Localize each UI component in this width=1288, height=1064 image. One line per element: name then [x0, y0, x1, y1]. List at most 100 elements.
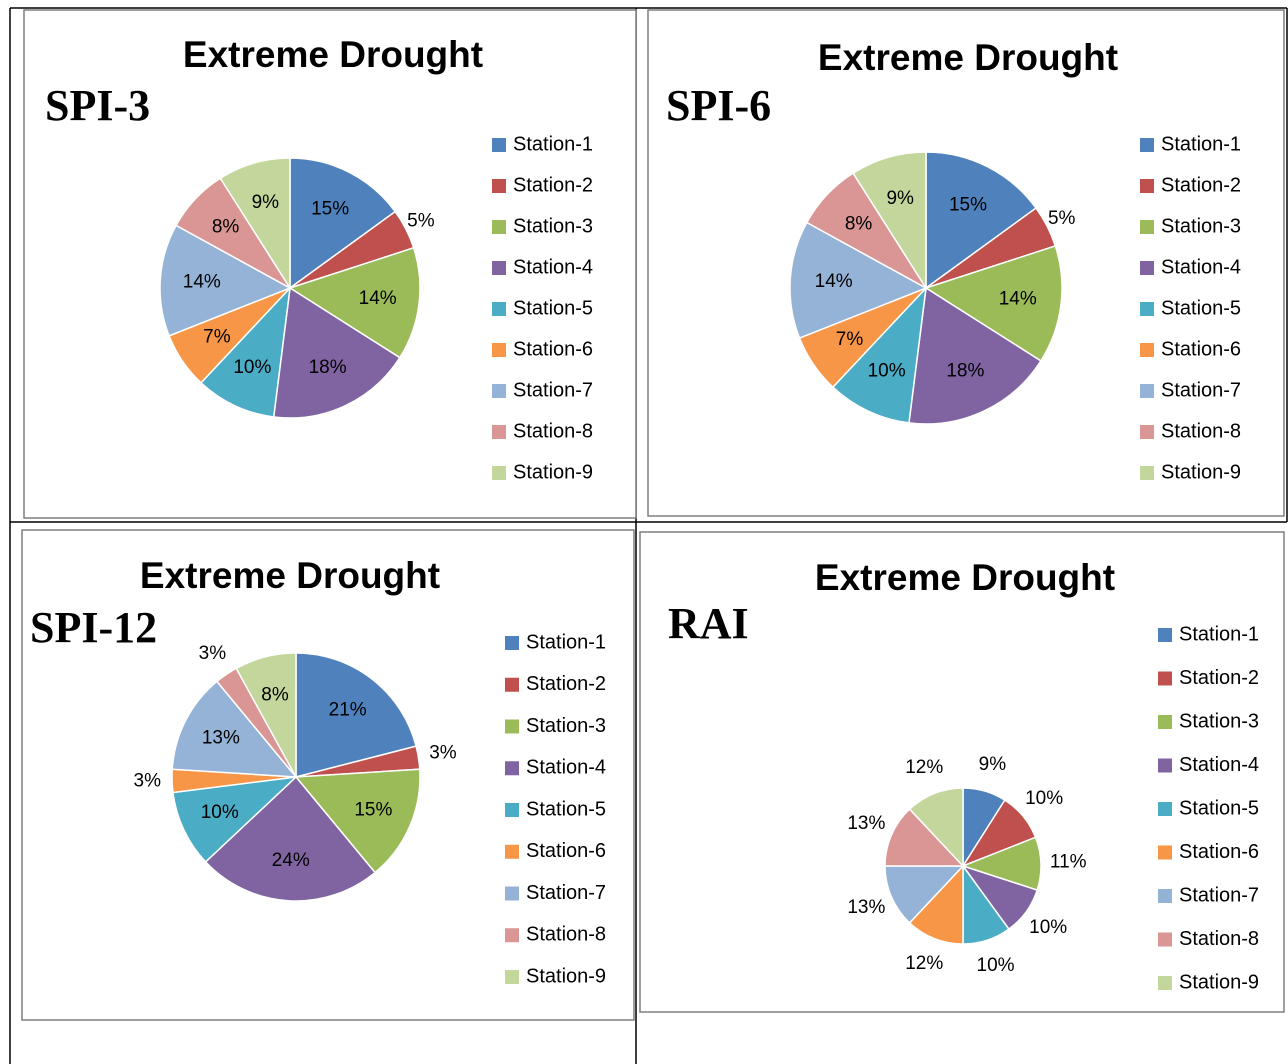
- data-label: 15%: [354, 800, 392, 821]
- pie-slice: [884, 865, 965, 924]
- data-label: 14%: [815, 271, 853, 292]
- legend-swatch: [1140, 220, 1154, 234]
- data-label: 10%: [201, 802, 239, 823]
- legend-swatch: [1140, 343, 1154, 357]
- legend-label: Station-5: [1179, 797, 1259, 819]
- pie-slice: [199, 285, 292, 418]
- chart-subtitle: SPI-6: [666, 81, 771, 130]
- legend-swatch: [492, 220, 506, 234]
- data-label: 12%: [905, 953, 943, 974]
- chart-panel: Extreme Drought RAI 9% 10% 11% 10% 10% 12% 13% 13…: [639, 531, 1285, 1013]
- legend-label: Station-8: [1161, 420, 1241, 442]
- data-label: 14%: [183, 271, 221, 292]
- pie-slice: [789, 221, 928, 340]
- legend-swatch: [1158, 845, 1172, 860]
- legend-label: Station-6: [1179, 841, 1259, 863]
- legend-label: Station-4: [526, 757, 606, 779]
- legend-swatch: [492, 384, 506, 398]
- legend-swatch: [1158, 758, 1172, 773]
- legend-label: Station-1: [526, 631, 606, 653]
- legend-swatch: [1158, 802, 1172, 816]
- legend-label: Station-9: [526, 965, 606, 987]
- pie-slice: [204, 775, 377, 902]
- data-label: 8%: [261, 684, 289, 705]
- data-label: 7%: [203, 327, 231, 348]
- legend-label: Station-7: [526, 882, 606, 904]
- legend-swatch: [492, 261, 506, 275]
- legend-swatch: [492, 138, 506, 152]
- chart-title: Extreme Drought: [183, 34, 483, 75]
- legend-swatch: [1158, 932, 1172, 947]
- pie-slice: [884, 808, 965, 867]
- data-label: 5%: [407, 210, 435, 231]
- data-label: 21%: [329, 699, 367, 720]
- pie-slice: [831, 285, 928, 424]
- legend-swatch: [1158, 671, 1172, 686]
- legend-label: Station-2: [526, 673, 606, 695]
- pie-slice: [288, 246, 421, 359]
- data-label: 11%: [1050, 852, 1087, 873]
- legend-label: Station-2: [513, 174, 593, 196]
- legend-label: Station-9: [1161, 461, 1241, 483]
- pie-slice: [852, 151, 927, 291]
- data-label: 10%: [233, 357, 271, 378]
- pie-slice: [908, 787, 964, 868]
- legend-label: Station-1: [1179, 623, 1259, 645]
- legend-label: Station-6: [1161, 338, 1241, 360]
- data-label: 3%: [429, 743, 457, 764]
- data-label: 15%: [949, 195, 987, 216]
- legend-label: Station-9: [513, 461, 593, 483]
- legend-swatch: [1140, 179, 1154, 193]
- data-label: 9%: [979, 754, 1007, 775]
- legend-label: Station-3: [1161, 215, 1241, 237]
- chart-panel: Extreme Drought SPI-6 15% 5% 14% 18% 10%7% 14% 8…: [647, 9, 1285, 517]
- legend-swatch: [1140, 466, 1154, 480]
- legend-swatch: [1140, 261, 1154, 275]
- pie-slice: [289, 157, 397, 290]
- legend-label: Station-8: [526, 924, 606, 946]
- legend-swatch: [1158, 889, 1172, 903]
- chart-title: Extreme Drought: [818, 37, 1118, 78]
- data-label: 14%: [359, 288, 397, 309]
- legend-swatch: [505, 886, 519, 901]
- legend-label: Station-7: [1179, 884, 1259, 906]
- legend-swatch: [505, 803, 519, 817]
- pie-slice: [924, 245, 1063, 362]
- data-label: 7%: [836, 329, 864, 350]
- data-label: 5%: [1048, 208, 1076, 229]
- legend-label: Station-4: [1161, 256, 1241, 278]
- pie-slice: [295, 652, 418, 778]
- legend-label: Station-3: [513, 215, 593, 237]
- data-label: 10%: [1025, 788, 1063, 809]
- pie-slice: [171, 680, 298, 778]
- legend-label: Station-9: [1179, 971, 1259, 993]
- data-label: 12%: [905, 757, 943, 778]
- data-label: 3%: [134, 771, 162, 792]
- legend-swatch: [492, 343, 506, 357]
- data-label: 24%: [272, 850, 310, 871]
- legend-swatch: [505, 719, 519, 734]
- legend-swatch: [505, 636, 519, 650]
- legend-label: Station-5: [526, 798, 606, 820]
- pie-slice: [294, 768, 421, 874]
- legend-label: Station-2: [1179, 667, 1259, 689]
- legend-label: Station-6: [513, 338, 593, 360]
- legend-label: Station-7: [1161, 379, 1241, 401]
- legend-swatch: [1158, 715, 1172, 729]
- legend-swatch: [1140, 302, 1154, 316]
- legend-label: Station-6: [526, 840, 606, 862]
- legend-swatch: [1158, 628, 1172, 642]
- data-label: 9%: [252, 192, 280, 213]
- legend-swatch: [505, 761, 519, 776]
- data-label: 8%: [212, 217, 240, 238]
- data-label: 13%: [847, 813, 885, 834]
- legend-swatch: [505, 844, 519, 859]
- legend-swatch: [1140, 138, 1154, 152]
- legend-label: Station-8: [513, 420, 593, 442]
- legend-swatch: [492, 425, 506, 439]
- legend-label: Station-8: [1179, 928, 1259, 950]
- legend-swatch: [492, 466, 506, 480]
- legend-swatch: [1140, 425, 1154, 439]
- legend-label: Station-3: [1179, 710, 1259, 732]
- chart-title: Extreme Drought: [815, 557, 1115, 598]
